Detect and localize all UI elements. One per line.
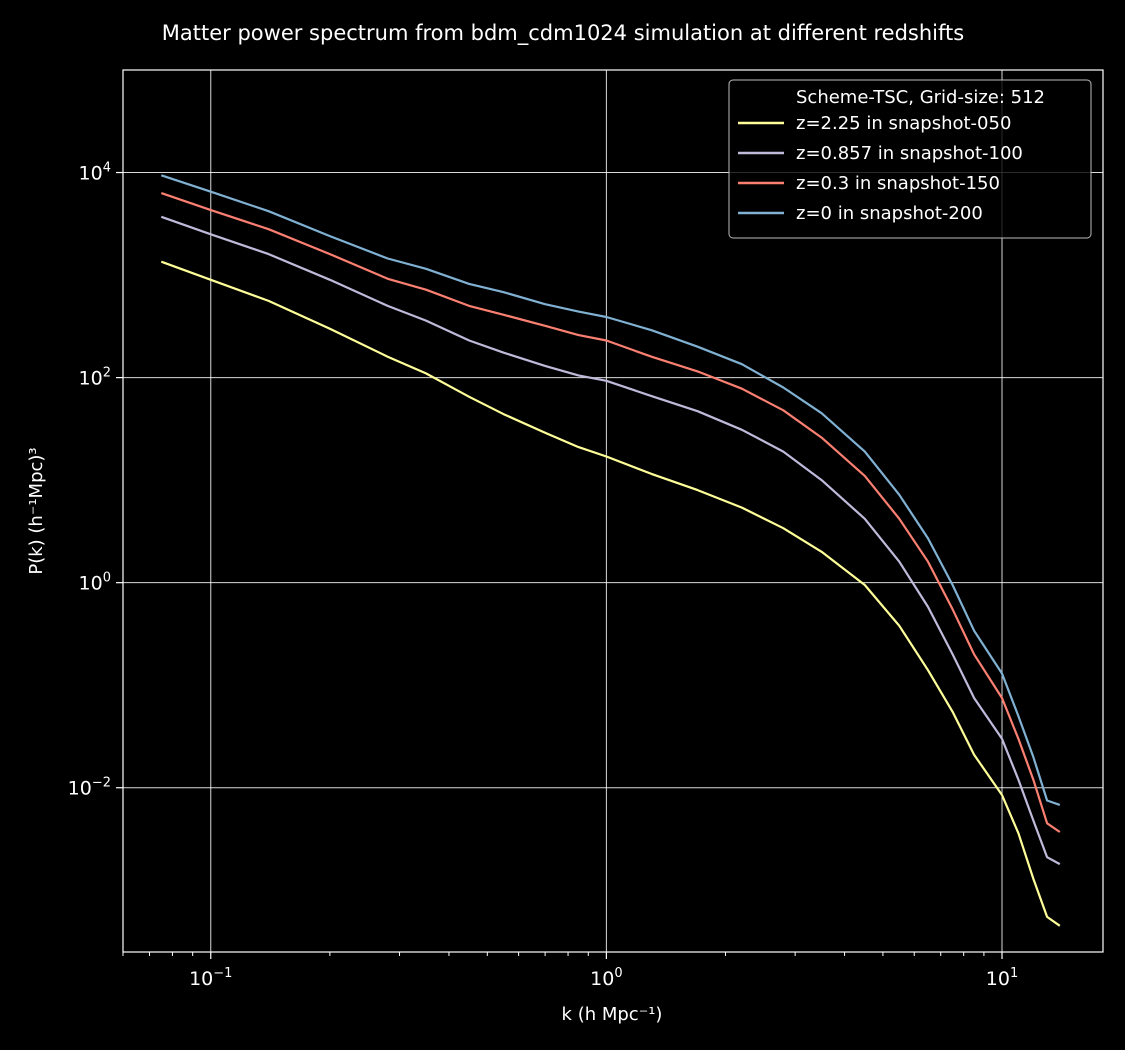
axis-ticks: 10−1 100 101 10−2 100 102 104 <box>68 161 1019 990</box>
legend-header: Scheme-TSC, Grid-size: 512 <box>796 87 1045 108</box>
legend: Scheme-TSC, Grid-size: 512 z=2.25 in snap… <box>728 79 1092 239</box>
plot-series <box>160 174 1061 927</box>
y-tick-label: 102 <box>79 366 111 390</box>
x-tick-label: 10−1 <box>189 966 232 990</box>
series-line-3 <box>160 192 1061 833</box>
plot-frame <box>122 69 1104 953</box>
chart-title: Matter power spectrum from bdm_cdm1024 s… <box>162 21 964 46</box>
legend-box <box>728 79 1092 239</box>
y-axis-label: P(k) (h⁻¹Mpc)³ <box>26 447 47 574</box>
y-tick-label: 100 <box>79 571 111 595</box>
y-tick-label: 104 <box>79 161 111 185</box>
legend-entry: z=0.857 in snapshot-100 <box>796 143 1023 164</box>
series-line-4 <box>160 174 1061 806</box>
x-tick-label: 100 <box>590 966 622 990</box>
legend-entry: z=0 in snapshot-200 <box>796 203 983 224</box>
x-axis-label: k (h Mpc⁻¹) <box>562 1004 663 1025</box>
x-tick-label: 101 <box>986 966 1018 990</box>
legend-entry: z=0.3 in snapshot-150 <box>796 173 1000 194</box>
legend-entry: z=2.25 in snapshot-050 <box>796 113 1011 134</box>
y-tick-label: 10−2 <box>68 776 111 800</box>
series-line-2 <box>160 215 1061 866</box>
series-line-1 <box>160 260 1061 927</box>
